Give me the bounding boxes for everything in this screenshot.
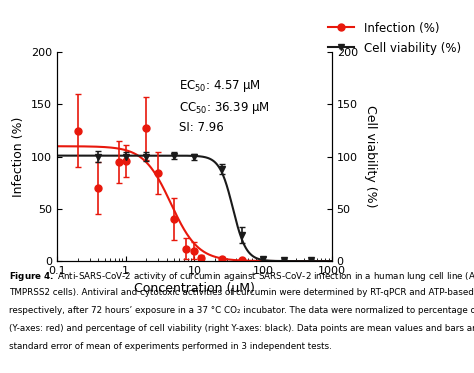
Text: EC$_{50}$: 4.57 μM
CC$_{50}$: 36.39 μM
SI: 7.96: EC$_{50}$: 4.57 μM CC$_{50}$: 36.39 μM S… xyxy=(179,78,270,134)
Text: $\mathbf{Figure\ 4.}$ Anti-SARS-CoV-2 activity of curcumin against SARS-CoV-2 in: $\mathbf{Figure\ 4.}$ Anti-SARS-CoV-2 ac… xyxy=(9,270,474,283)
Y-axis label: Infection (%): Infection (%) xyxy=(12,116,25,197)
Text: standard error of mean of experiments performed in 3 independent tests.: standard error of mean of experiments pe… xyxy=(9,342,332,351)
Y-axis label: Cell viability (%): Cell viability (%) xyxy=(364,106,377,208)
Legend: Infection (%), Cell viability (%): Infection (%), Cell viability (%) xyxy=(324,17,466,60)
Text: respectively, after 72 hours’ exposure in a 37 °C CO₂ incubator. The data were n: respectively, after 72 hours’ exposure i… xyxy=(9,306,474,315)
Text: TMPRSS2 cells). Antiviral and cytotoxic activities of curcumin were determined b: TMPRSS2 cells). Antiviral and cytotoxic … xyxy=(9,288,474,297)
X-axis label: Concentration (μM): Concentration (μM) xyxy=(134,282,255,295)
Text: (Y-axes: red) and percentage of cell viability (right Y-axes: black). Data point: (Y-axes: red) and percentage of cell via… xyxy=(9,324,474,333)
